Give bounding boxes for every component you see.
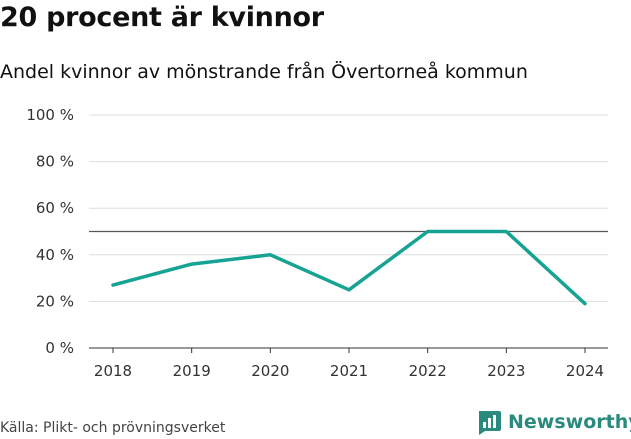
brand-name: Newsworthy	[508, 411, 631, 433]
data-point	[268, 253, 272, 257]
data-point	[426, 230, 430, 233]
y-tick-label: 20 %	[36, 292, 74, 310]
data-point	[504, 230, 508, 233]
x-tick-label: 2018	[94, 362, 132, 380]
x-tick-label: 2020	[251, 362, 289, 380]
series-line	[111, 229, 587, 306]
x-tick-label: 2024	[566, 362, 604, 380]
chart-subtitle: Andel kvinnor av mönstrande från Övertor…	[0, 61, 528, 83]
data-point	[111, 283, 115, 287]
series-group	[111, 229, 587, 306]
chart-title: 20 procent är kvinnor	[0, 2, 324, 33]
newsworthy-logo-icon	[479, 411, 501, 435]
data-point	[347, 288, 351, 292]
source-note: Källa: Plikt- och prövningsverket	[0, 420, 226, 436]
data-point	[190, 262, 194, 266]
y-tick-label: 40 %	[36, 246, 74, 264]
axes: 0 % 20 % 40 % 60 % 80 % 100 % 2018 2019 2020 2021…	[26, 106, 608, 380]
x-tick-label: 2023	[487, 362, 525, 380]
data-point	[583, 302, 587, 306]
y-tick-label: 80 %	[36, 153, 74, 171]
y-tick-label: 60 %	[36, 199, 74, 217]
y-tick-label: 0 %	[45, 339, 74, 357]
grid-lines	[89, 114, 608, 302]
x-tick-label: 2021	[330, 362, 368, 380]
y-tick-label: 100 %	[26, 106, 74, 124]
x-tick-label: 2022	[409, 362, 447, 380]
x-tick-label: 2019	[173, 362, 211, 380]
brand-logo: Newsworthy	[476, 408, 631, 436]
